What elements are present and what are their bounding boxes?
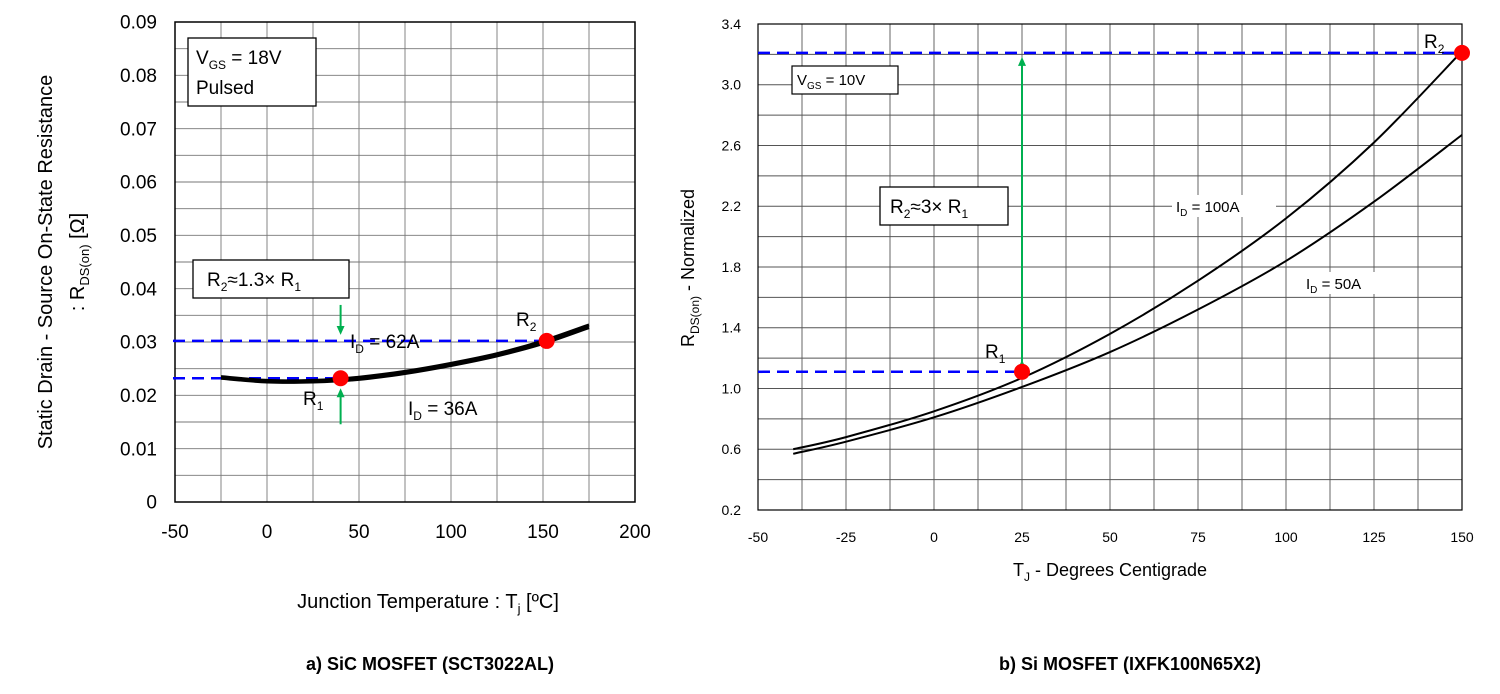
y-tick-label: 0.06 xyxy=(120,173,157,194)
left-series xyxy=(220,323,590,384)
left-annotations xyxy=(173,304,547,425)
right-ratio-box xyxy=(879,186,1009,226)
marker-r2 xyxy=(1454,44,1470,61)
x-tick-label: 200 xyxy=(619,522,651,543)
x-tick-label: 100 xyxy=(1274,529,1298,545)
right-markers xyxy=(1014,44,1470,380)
right-series xyxy=(792,50,1463,455)
y-tick-label: 0.02 xyxy=(120,386,157,407)
right-series-label-100a: ID = 100A xyxy=(1176,199,1240,219)
left-marker-label-r2: R2 xyxy=(516,310,537,334)
right-caption: b) Si MOSFET (IXFK100N65X2) xyxy=(999,654,1261,674)
right-chart: 0.2 0.6 1.0 1.4 1.8 2.2 2.6 3.0 3.4 -50 -25 0 25 50 7… xyxy=(678,16,1474,674)
y-tick-label: 0.08 xyxy=(120,66,157,87)
left-series-label-62a: ID = 62A xyxy=(350,332,420,356)
x-tick-label: 50 xyxy=(348,522,369,543)
y-tick-label: 0.05 xyxy=(120,226,157,247)
right-series-label-50a: ID = 50A xyxy=(1306,276,1361,296)
right-marker-label-r1: R1 xyxy=(985,342,1006,366)
right-series-label-bg-50a xyxy=(1302,272,1392,294)
y-tick-label: 1.8 xyxy=(722,259,742,275)
left-condition-line2: Pulsed xyxy=(196,78,254,99)
marker-r2 xyxy=(538,332,555,349)
right-series-label-bg-100a xyxy=(1172,195,1276,217)
left-condition-line1: VGS = 18V xyxy=(196,48,282,72)
y-tick-label: 0.09 xyxy=(120,13,157,34)
right-plot-frame xyxy=(757,23,1463,511)
left-markers xyxy=(332,332,555,387)
right-condition-label: VGS = 10V xyxy=(797,72,865,92)
x-tick-label: 150 xyxy=(527,522,559,543)
y-tick-label: 3.4 xyxy=(722,16,742,32)
right-xticks: -50 -25 0 25 50 75 100 125 150 xyxy=(748,529,1474,545)
x-tick-label: -50 xyxy=(161,522,188,543)
left-yticks: 0 0.01 0.02 0.03 0.04 0.05 0.06 0.07 0.08 0.09 xyxy=(120,13,157,514)
y-tick-label: 1.4 xyxy=(722,320,742,336)
left-series-label-36a: ID = 36A xyxy=(408,399,478,423)
left-ylabel-line2: : RDS(on) [Ω] xyxy=(67,213,92,311)
y-tick-label: 3.0 xyxy=(722,77,742,93)
x-tick-label: -50 xyxy=(748,529,768,545)
y-tick-label: 2.2 xyxy=(722,198,742,214)
right-yticks: 0.2 0.6 1.0 1.4 1.8 2.2 2.6 3.0 3.4 xyxy=(722,16,742,518)
series-line-0 xyxy=(220,323,590,383)
left-xticks: -50 0 50 100 150 200 xyxy=(161,522,651,543)
right-marker-label-r2: R2 xyxy=(1424,32,1445,56)
y-tick-label: 0.03 xyxy=(120,333,157,354)
left-condition-box xyxy=(187,37,317,107)
x-tick-label: 150 xyxy=(1450,529,1474,545)
y-tick-label: 0 xyxy=(146,493,157,514)
y-tick-label: 0.04 xyxy=(120,279,157,300)
left-plot-frame xyxy=(174,21,636,503)
x-tick-label: 0 xyxy=(930,529,938,545)
left-ylabel-line1: Static Drain - Source On-State Resistanc… xyxy=(35,75,57,450)
x-tick-label: 50 xyxy=(1102,529,1118,545)
right-ylabel: RDS(on) - Normalized xyxy=(678,189,702,347)
right-annotations xyxy=(758,51,1462,374)
x-tick-label: 0 xyxy=(262,522,273,543)
marker-r1 xyxy=(1014,363,1030,380)
x-tick-label: 75 xyxy=(1190,529,1206,545)
left-xlabel: Junction Temperature : Tj [ºC] xyxy=(297,591,559,616)
series-line-0 xyxy=(792,50,1463,451)
x-tick-label: 125 xyxy=(1362,529,1386,545)
left-marker-label-r1: R1 xyxy=(303,389,324,413)
x-tick-label: 25 xyxy=(1014,529,1030,545)
y-tick-label: 0.07 xyxy=(120,119,157,140)
left-ratio-box xyxy=(192,259,350,299)
x-tick-label: -25 xyxy=(836,529,856,545)
left-caption: a) SiC MOSFET (SCT3022AL) xyxy=(306,654,554,674)
left-chart: 0 0.01 0.02 0.03 0.04 0.05 0.06 0.07 0.08 0.09 -5… xyxy=(35,13,651,674)
right-condition-box xyxy=(791,65,899,95)
right-ratio-label: R2≈3× R1 xyxy=(890,197,969,221)
series-line-1 xyxy=(220,326,590,384)
right-xlabel: TJ - Degrees Centigrade xyxy=(1013,560,1207,584)
y-tick-label: 0.2 xyxy=(722,502,742,518)
x-tick-label: 100 xyxy=(435,522,467,543)
marker-r1 xyxy=(332,370,349,387)
left-ratio-label: R2≈1.3× R1 xyxy=(207,270,301,294)
y-tick-label: 0.01 xyxy=(120,439,157,460)
series-line-1 xyxy=(792,134,1463,455)
y-tick-label: 2.6 xyxy=(722,137,742,153)
y-tick-label: 1.0 xyxy=(722,380,742,396)
y-tick-label: 0.6 xyxy=(722,441,742,457)
